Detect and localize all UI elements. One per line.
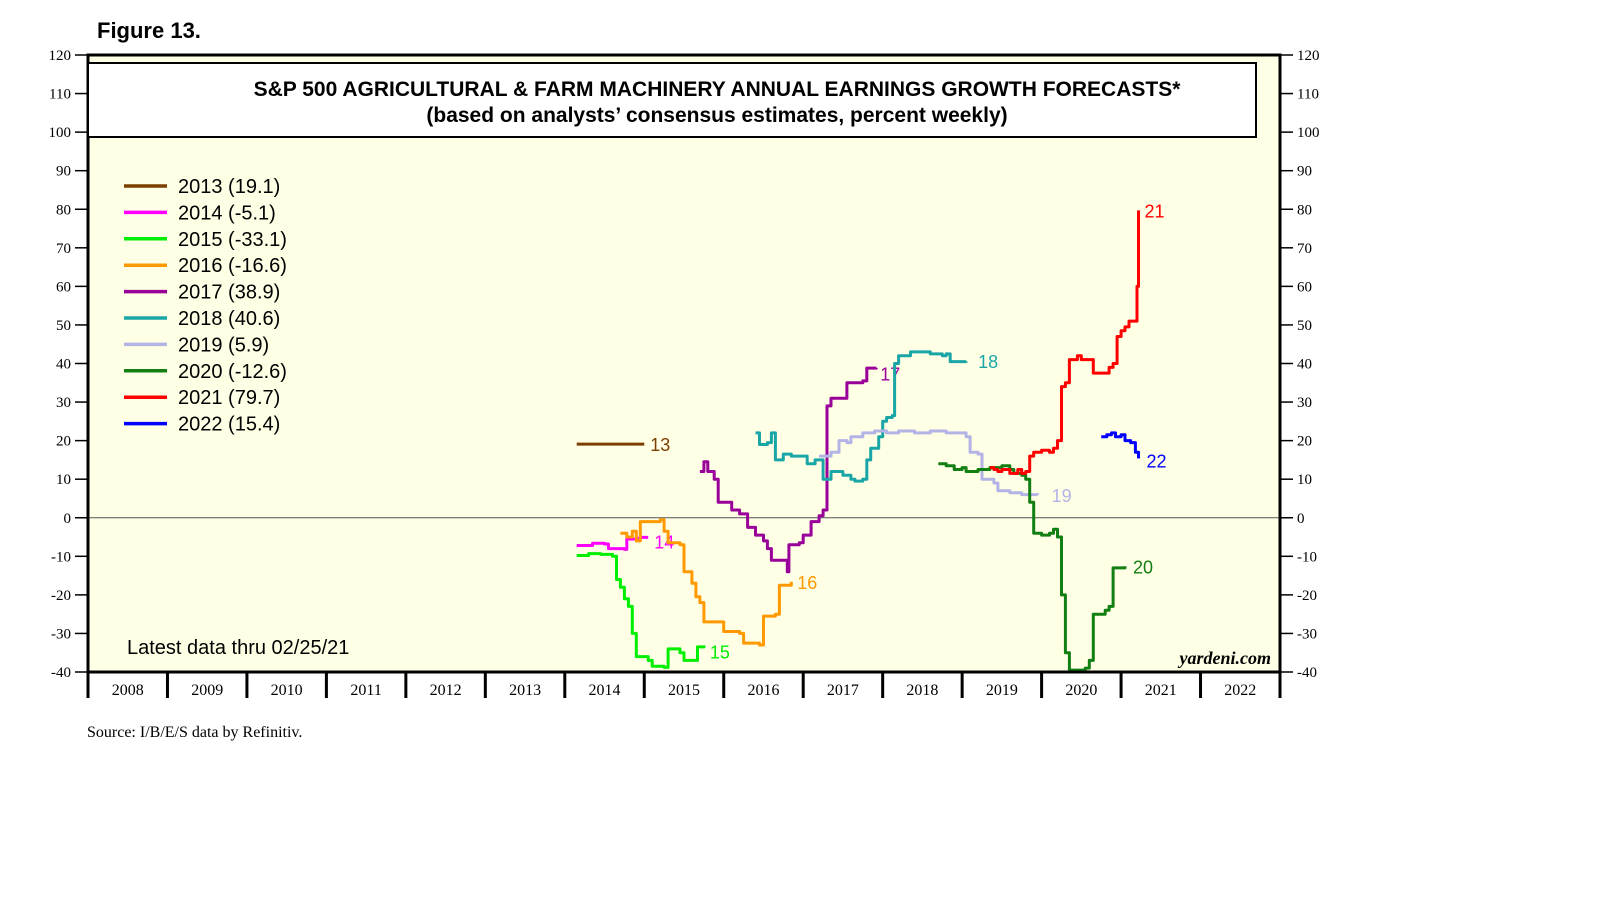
y-tick-label-left: 40 [56, 357, 71, 373]
y-tick-label-right: -20 [1297, 588, 1317, 604]
figure-label: Figure 13. [97, 18, 201, 43]
series-line-2018 [755, 350, 968, 483]
y-tick-label-left: 20 [56, 434, 71, 450]
x-tick-label: 2011 [350, 682, 381, 699]
legend-label-2015: 2015 (-33.1) [178, 229, 287, 251]
y-tick-label-left: 0 [64, 511, 72, 527]
series-end-label-2022: 22 [1147, 451, 1167, 471]
y-tick-label-right: 90 [1297, 164, 1312, 180]
y-tick-label-left: 30 [56, 395, 71, 411]
x-tick-label: 2019 [986, 682, 1018, 699]
series-end-label-2021: 21 [1145, 201, 1165, 221]
y-tick-label-left: 10 [56, 472, 71, 488]
y-tick-label-right: -30 [1297, 626, 1317, 642]
y-tick-label-left: -30 [51, 626, 71, 642]
legend-label-2020: 2020 (-12.6) [178, 361, 287, 383]
y-tick-label-right: 60 [1297, 279, 1312, 295]
y-tick-label-left: 110 [49, 87, 71, 103]
latest-data-note: Latest data thru 02/25/21 [127, 637, 349, 659]
series-end-label-2018: 18 [978, 352, 998, 372]
legend-label-2013: 2013 (19.1) [178, 176, 280, 198]
chart-subtitle: (based on analysts’ consensus estimates,… [426, 104, 1007, 127]
y-tick-label-right: 20 [1297, 434, 1312, 450]
legend-label-2021: 2021 (79.7) [178, 387, 280, 409]
y-tick-label-right: 70 [1297, 241, 1312, 257]
y-tick-label-right: -40 [1297, 665, 1317, 681]
y-tick-label-right: 110 [1297, 87, 1319, 103]
series-end-label-2013: 13 [650, 435, 670, 455]
series-line-2016 [620, 518, 793, 647]
y-tick-label-left: 70 [56, 241, 71, 257]
x-tick-label: 2012 [430, 682, 462, 699]
y-tick-label-right: 10 [1297, 472, 1312, 488]
legend-label-2019: 2019 (5.9) [178, 334, 269, 356]
y-tick-label-left: 100 [49, 125, 72, 141]
x-tick-label: 2020 [1065, 682, 1097, 699]
series-line-2021 [989, 210, 1140, 475]
x-tick-label: 2017 [827, 682, 859, 699]
legend-label-2014: 2014 (-5.1) [178, 202, 276, 224]
y-tick-label-right: 30 [1297, 395, 1312, 411]
y-tick-label-right: 50 [1297, 318, 1312, 334]
x-tick-label: 2015 [668, 682, 700, 699]
y-tick-label-right: 100 [1297, 125, 1320, 141]
x-tick-label: 2008 [112, 682, 144, 699]
y-tick-label-left: 120 [49, 48, 72, 64]
y-tick-label-left: 80 [56, 202, 71, 218]
y-tick-label-right: 40 [1297, 357, 1312, 373]
y-tick-label-right: 80 [1297, 202, 1312, 218]
legend-label-2016: 2016 (-16.6) [178, 255, 287, 277]
y-tick-label-right: 120 [1297, 48, 1320, 64]
watermark: yardeni.com [1178, 648, 1272, 668]
legend-label-2018: 2018 (40.6) [178, 308, 280, 330]
legend: 2013 (19.1) 2014 (-5.1) 2015 (-33.1) 2016 (… [124, 176, 287, 436]
x-tick-label: 2013 [509, 682, 541, 699]
y-tick-label-right: -10 [1297, 549, 1317, 565]
y-tick-label-left: 60 [56, 279, 71, 295]
x-tick-label: 2021 [1145, 682, 1177, 699]
series-line-2022 [1101, 431, 1140, 459]
y-tick-label-left: 90 [56, 164, 71, 180]
y-tick-label-left: -20 [51, 588, 71, 604]
chart-title: S&P 500 AGRICULTURAL & FARM MACHINERY AN… [254, 78, 1182, 101]
x-tick-label: 2014 [589, 682, 621, 699]
y-tick-label-left: -10 [51, 549, 71, 565]
x-tick-label: 2010 [271, 682, 303, 699]
source-note: Source: I/B/E/S data by Refinitiv. [87, 724, 303, 741]
y-tick-label-right: 0 [1297, 511, 1305, 527]
y-tick-label-left: 50 [56, 318, 71, 334]
x-tick-label: 2009 [191, 682, 223, 699]
legend-label-2022: 2022 (15.4) [178, 414, 280, 436]
series-line-2017 [699, 366, 878, 574]
title-box: S&P 500 AGRICULTURAL & FARM MACHINERY AN… [87, 62, 1257, 138]
series-line-2015 [576, 552, 706, 669]
x-tick-label: 2022 [1224, 682, 1256, 699]
legend-label-2017: 2017 (38.9) [178, 282, 280, 304]
x-tick-label: 2018 [906, 682, 938, 699]
series-line-2020 [938, 462, 1127, 672]
series-end-label-2019: 19 [1052, 486, 1072, 506]
plot-frame [86, 53, 1282, 674]
series-end-label-2016: 16 [797, 573, 817, 593]
series-end-label-2015: 15 [710, 642, 730, 662]
series-end-label-2017: 17 [880, 365, 900, 385]
y-tick-label-left: -40 [51, 665, 71, 681]
x-tick-label: 2016 [747, 682, 779, 699]
series-end-label-2020: 20 [1133, 557, 1153, 577]
series-line-2019 [819, 429, 1040, 497]
